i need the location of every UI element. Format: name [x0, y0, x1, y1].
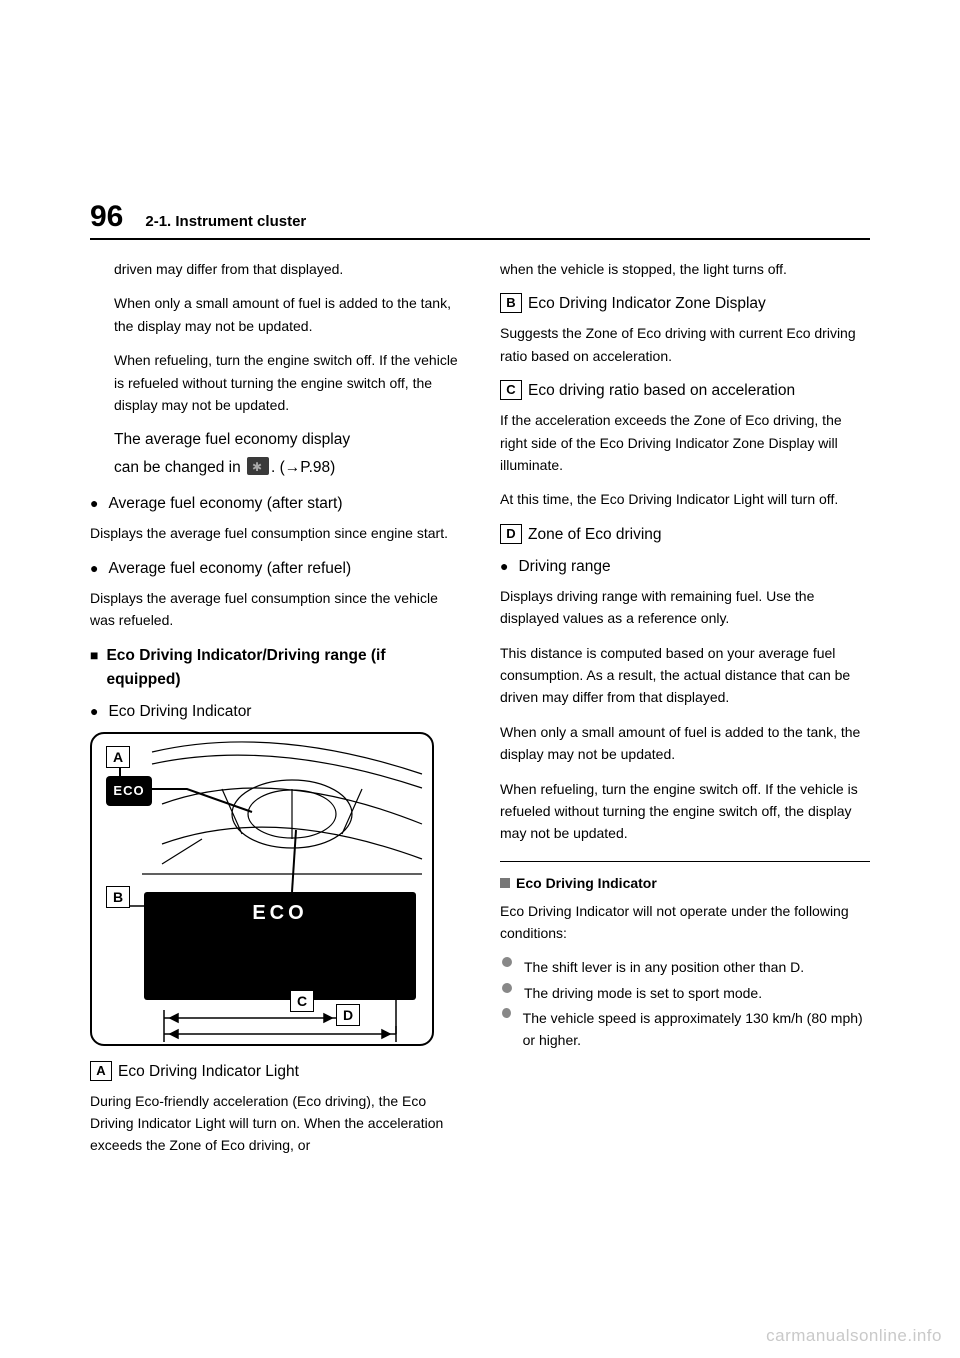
bullet-dot: ●: [500, 555, 508, 579]
range-desc-2: This distance is computed based on your …: [500, 642, 870, 709]
bullet-eco-indicator: ● Eco Driving Indicator: [90, 700, 460, 724]
label-c-line: C Eco driving ratio based on acceleration: [500, 379, 870, 403]
gear-icon: [247, 457, 269, 475]
manual-page: 96 2-1. Instrument cluster driven may di…: [0, 0, 960, 1358]
watermark: carmanualsonline.info: [766, 1326, 942, 1346]
range-desc-3: When only a small amount of fuel is adde…: [500, 721, 870, 766]
avg-economy-line2: can be changed in . (→P.98): [114, 456, 460, 480]
label-b-line: B Eco Driving Indicator Zone Display: [500, 292, 870, 316]
square-marker-small: [500, 878, 510, 888]
bullet-text: Average fuel economy (after refuel): [108, 557, 351, 581]
box-c: C: [500, 380, 522, 400]
condition-text: The shift lever is in any position other…: [524, 957, 804, 979]
label-d-text: Zone of Eco driving: [528, 526, 662, 543]
bullet-avg-after-start: ● Average fuel economy (after start): [90, 492, 460, 516]
eco-indicator-diagram: A ECO B ECO C D: [90, 732, 434, 1046]
box-d: D: [500, 524, 522, 544]
bullet-dot: ●: [90, 557, 98, 581]
notes-title: Eco Driving Indicator: [516, 875, 657, 891]
grey-bullet-icon: [502, 957, 512, 967]
bullet2-desc: Displays the average fuel consumption si…: [90, 587, 460, 632]
left-note-1: driven may differ from that displayed.: [114, 258, 460, 280]
subhead-eco-driving: ■ Eco Driving Indicator/Driving range (i…: [90, 644, 460, 692]
bullet-text: Average fuel economy (after start): [108, 492, 342, 516]
box-a: A: [90, 1061, 112, 1081]
page-header: 96 2-1. Instrument cluster: [90, 200, 870, 240]
label-d-line: D Zone of Eco driving: [500, 523, 870, 547]
eco-panel-title: ECO: [144, 898, 416, 929]
label-b-desc: Suggests the Zone of Eco driving with cu…: [500, 322, 870, 367]
label-c-text: Eco driving ratio based on acceleration: [528, 382, 795, 399]
diagram-label-b: B: [106, 886, 130, 908]
subhead-text: Eco Driving Indicator/Driving range (if …: [106, 644, 460, 692]
bullet-dot: ●: [90, 700, 98, 724]
condition-3: The vehicle speed is approximately 130 k…: [502, 1008, 870, 1051]
right-cont: when the vehicle is stopped, the light t…: [500, 258, 870, 280]
grey-bullet-icon: [502, 983, 512, 993]
condition-text: The driving mode is set to sport mode.: [524, 983, 762, 1005]
label-a-line: A Eco Driving Indicator Light: [90, 1060, 460, 1084]
divider: [500, 861, 870, 862]
bullet-dot: ●: [90, 492, 98, 516]
condition-text: The vehicle speed is approximately 130 k…: [523, 1008, 870, 1051]
bullet-text: Eco Driving Indicator: [108, 700, 251, 724]
avg-economy-pre: can be changed in: [114, 459, 245, 476]
notes-title-line: Eco Driving Indicator: [500, 872, 870, 894]
range-desc-4: When refueling, turn the engine switch o…: [500, 778, 870, 845]
bullet1-desc: Displays the average fuel consumption si…: [90, 522, 460, 544]
eco-badge: ECO: [106, 776, 152, 806]
avg-economy-line1: The average fuel economy display: [114, 428, 460, 452]
label-b-text: Eco Driving Indicator Zone Display: [528, 295, 766, 312]
content-columns: driven may differ from that displayed. W…: [90, 258, 870, 1169]
diagram-label-d: D: [336, 1004, 360, 1026]
eco-panel: ECO: [144, 892, 416, 1000]
diagram-label-a: A: [106, 746, 130, 768]
box-b: B: [500, 293, 522, 313]
diagram-label-c: C: [290, 990, 314, 1012]
range-desc-1: Displays driving range with remaining fu…: [500, 585, 870, 630]
grey-bullet-icon: [502, 1008, 511, 1018]
label-c-desc1: If the acceleration exceeds the Zone of …: [500, 409, 870, 476]
label-c-desc2: At this time, the Eco Driving Indicator …: [500, 488, 870, 510]
bullet-text: Driving range: [518, 555, 610, 579]
section-title: 2-1. Instrument cluster: [145, 213, 306, 230]
condition-2: The driving mode is set to sport mode.: [502, 983, 870, 1005]
condition-1: The shift lever is in any position other…: [502, 957, 870, 979]
label-a-desc: During Eco-friendly acceleration (Eco dr…: [90, 1090, 460, 1157]
notes-intro: Eco Driving Indicator will not operate u…: [500, 900, 870, 945]
left-note-3: When refueling, turn the engine switch o…: [114, 349, 460, 416]
square-marker: ■: [90, 644, 98, 692]
left-note-2: When only a small amount of fuel is adde…: [114, 292, 460, 337]
bullet-driving-range: ● Driving range: [500, 555, 870, 579]
page-number: 96: [90, 200, 123, 234]
label-a-text: Eco Driving Indicator Light: [118, 1063, 299, 1080]
right-column: when the vehicle is stopped, the light t…: [500, 258, 870, 1169]
left-column: driven may differ from that displayed. W…: [90, 258, 460, 1169]
avg-economy-post: . (→P.98): [271, 459, 335, 476]
conditions-list: The shift lever is in any position other…: [500, 957, 870, 1052]
bullet-avg-after-refuel: ● Average fuel economy (after refuel): [90, 557, 460, 581]
